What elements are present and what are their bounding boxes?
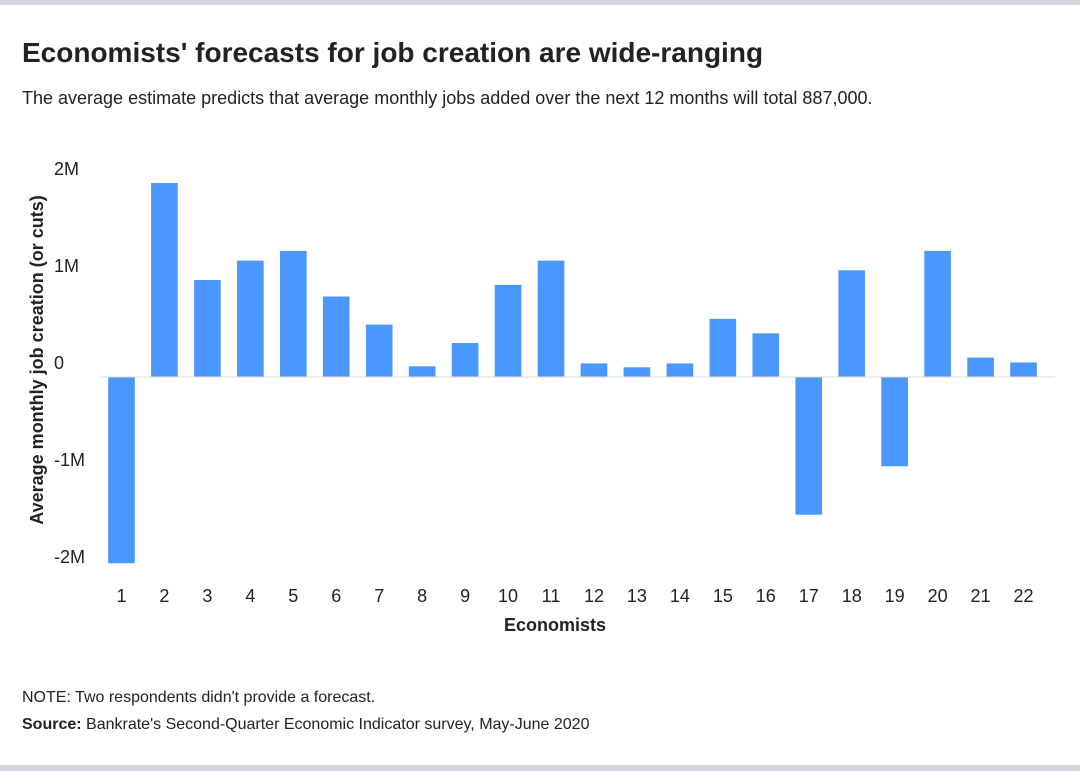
bar [194,280,221,377]
bar [967,357,994,377]
x-tick-label: 18 [842,586,862,606]
bottom-border [0,765,1080,771]
bar [838,270,866,377]
x-tick-label: 5 [288,586,298,606]
y-tick-label: 2M [54,159,79,179]
x-tick-label: 1 [116,586,126,606]
bar [108,377,135,564]
bar [709,318,737,377]
y-tick-label: -1M [54,450,85,470]
bar [237,260,264,377]
source: Source: Bankrate's Second-Quarter Econom… [22,716,590,733]
x-tick-label: 15 [713,586,733,606]
bar [623,367,651,377]
source-text: Bankrate's Second-Quarter Economic Indic… [86,716,590,733]
x-tick-label: 19 [885,586,905,606]
bar [494,284,522,377]
x-tick-label: 16 [756,586,776,606]
x-tick-label: 10 [498,586,518,606]
top-border [0,0,1080,5]
y-tick-label: 1M [54,256,79,276]
x-tick-label: 8 [417,586,427,606]
bar [924,250,951,377]
x-tick-label: 9 [460,586,470,606]
bar [451,343,479,377]
bar [151,183,178,377]
chart-subtitle: The average estimate predicts that avera… [22,88,873,108]
y-tick-label: 0 [54,353,64,373]
source-label: Source: [22,716,82,733]
x-tick-label: 22 [1014,586,1034,606]
chart-title: Economists' forecasts for job creation a… [22,37,763,68]
bar [666,363,694,377]
bar [537,260,565,377]
x-tick-label: 17 [799,586,819,606]
x-tick-label: 21 [971,586,991,606]
x-tick-label: 4 [245,586,255,606]
x-tick-label: 13 [627,586,647,606]
bar [408,366,436,377]
x-tick-label: 14 [670,586,690,606]
x-tick-label: 12 [584,586,604,606]
x-tick-label: 20 [928,586,948,606]
bar [752,333,780,377]
x-tick-label: 3 [202,586,212,606]
bar [279,250,307,377]
bar [580,363,608,377]
x-axis-title: Economists [504,615,606,635]
bar [795,377,823,515]
y-tick-label: -2M [54,547,85,567]
bar [322,296,350,377]
x-tick-label: 2 [159,586,169,606]
x-tick-label: 11 [542,586,561,606]
bar [881,377,908,467]
x-tick-label: 7 [374,586,384,606]
bar [365,324,393,377]
y-axis-title: Average monthly job creation (or cuts) [27,195,47,524]
x-tick-label: 6 [331,586,341,606]
bar [1010,362,1037,377]
note: NOTE: Two respondents didn't provide a f… [22,689,375,706]
